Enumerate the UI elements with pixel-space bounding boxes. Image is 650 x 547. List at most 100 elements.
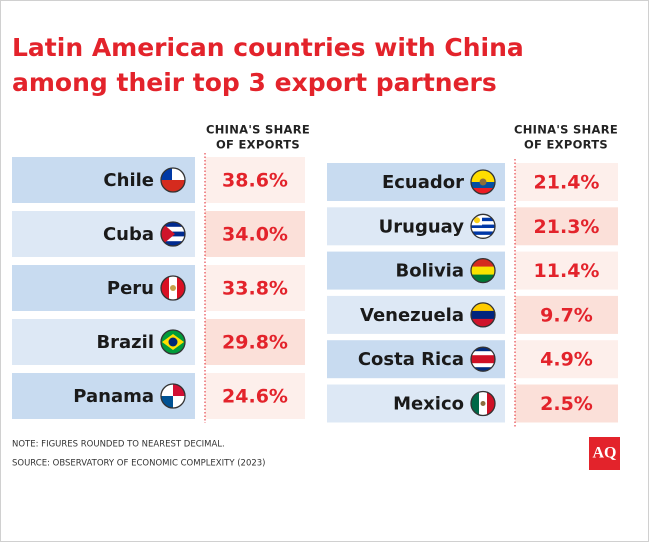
column-header: OF EXPORTS [524,138,608,152]
share-value: 24.6% [222,386,288,408]
flag [470,346,496,372]
share-value: 21.4% [534,172,600,194]
flag-stripe [471,214,495,219]
share-value: 38.6% [222,170,288,192]
flag-art [471,347,495,372]
flag-art [471,391,495,416]
country-name: Peru [107,278,154,299]
flag-ring [160,383,186,409]
country-name: Mexico [393,394,464,415]
flag-stripe [471,367,495,372]
flag-stripe [471,221,495,225]
flag-stripe [471,170,495,177]
flag-ring [160,167,186,193]
flag-art [161,330,185,354]
flag [470,213,496,239]
flag-ring [160,329,186,355]
note: NOTE: FIGURES ROUNDED TO NEAREST DECIMAL… [12,440,225,450]
share-value: 34.0% [222,224,288,246]
flag [470,302,496,328]
flag-ring [160,275,186,301]
flag [470,390,496,417]
flag-emblem [480,401,486,406]
country-name: Bolivia [396,261,464,282]
flag-ring [470,390,496,417]
share-value: 9.7% [540,304,593,326]
flag-stripe [161,276,170,300]
flag-ring [470,169,496,195]
value-cell [205,157,305,203]
country-name: Uruguay [379,216,465,237]
flag-emblem [161,222,175,246]
flag-stripe [161,241,185,246]
country-name: Ecuador [382,172,464,193]
flag [160,167,186,193]
logo-box [589,437,620,470]
flag-art [161,276,185,300]
flag-ring [470,302,496,328]
title-line: Latin American countries with China [12,33,524,62]
flag-emblem [170,285,176,291]
value-cell [515,340,618,379]
flag-stripe [471,266,495,275]
flag-ring [470,213,496,239]
flag-stripe [161,226,185,232]
flag-stripe [471,234,495,239]
flag-stripe [471,318,495,327]
flag [470,257,496,284]
flag-stripe [471,302,495,312]
flag-stripe [471,363,495,368]
flag-stripe [471,188,495,194]
value-cell [515,251,618,290]
flag-stripe [471,391,480,416]
flag [160,383,186,409]
title-line: among their top 3 export partners [12,68,497,97]
value-cell [515,295,618,334]
flag-art [471,258,495,283]
flag-stripe [471,231,495,236]
logo: AQ [593,445,617,462]
flag-emblem [479,178,487,186]
value-cell [515,207,618,246]
value-cell [205,373,305,419]
flag-stripe [471,217,495,222]
country-name: Venezuela [360,305,464,326]
flag-art [471,170,495,194]
note: SOURCE: OBSERVATORY OF ECONOMIC COMPLEXI… [12,459,265,469]
flag-stripe [471,274,495,283]
flag-art [471,302,495,327]
share-value: 2.5% [540,393,593,415]
country-name: Panama [73,386,154,407]
value-cell [205,211,305,257]
flag-stripe [161,236,185,242]
flag-stripe [471,355,495,360]
flag-ring [470,346,496,372]
flag-stripe [471,224,495,229]
flag-emblem [161,168,172,180]
flag-stripe [471,347,495,352]
flag-stripe [471,228,495,232]
share-value: 29.8% [222,332,288,354]
column-header: CHINA'S SHARE [514,123,618,137]
flag-ring [470,257,496,284]
flag-stripe [471,258,495,267]
flag-art [161,222,185,246]
flag [160,221,186,247]
column-header: OF EXPORTS [216,138,300,152]
flag-emblem [168,337,178,347]
column-header: CHINA'S SHARE [206,123,310,137]
flag-stripe [161,180,185,192]
flag-stripe [471,359,495,364]
flag-stripe [177,276,185,300]
flag-stripe [161,222,185,228]
flag [160,329,186,355]
flag-art [471,214,495,239]
flag-stripe [487,391,495,416]
flag-emblem [474,217,480,224]
share-value: 4.9% [540,349,593,371]
flag-stripe [471,351,495,356]
flag-ring [160,221,186,247]
flag [160,275,186,301]
value-cell [205,319,305,365]
